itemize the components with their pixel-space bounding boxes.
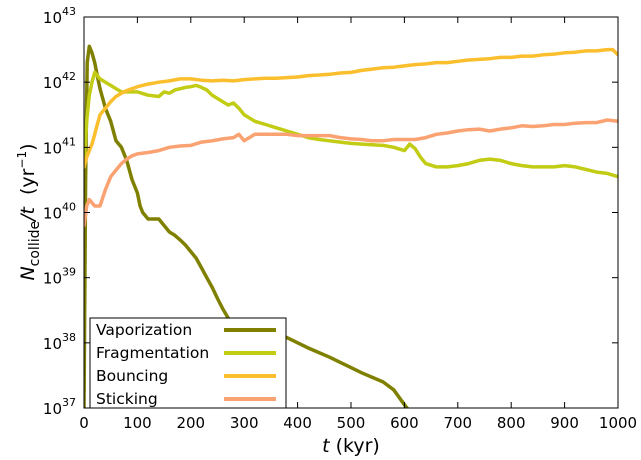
legend-box xyxy=(89,317,287,409)
y-axis-title: Ncollide/t(yr−1) xyxy=(15,143,43,280)
x-tick-label: 500 xyxy=(337,414,366,432)
x-axis-title: t (kyr) xyxy=(322,435,380,457)
legend-entry-vaporization: Vaporization xyxy=(96,321,276,339)
series-line-fragmentation xyxy=(84,70,618,179)
y-tick-label: 1042 xyxy=(43,70,76,92)
x-tick-label: 100 xyxy=(123,414,152,432)
y-tick-label: 1040 xyxy=(43,201,76,223)
x-tick-label: 600 xyxy=(390,414,419,432)
y-tick-label: 1039 xyxy=(43,266,76,288)
legend-label-vaporization: Vaporization xyxy=(96,321,192,339)
y-tick-label: 1041 xyxy=(43,135,76,157)
x-tick-label: 300 xyxy=(230,414,259,432)
ticks-layer: 0 100 200 300 400 500 600 700 800 900 1000 1037 1038… xyxy=(43,5,637,432)
x-tick-label: 900 xyxy=(550,414,579,432)
x-tick-label: 1000 xyxy=(599,414,637,432)
legend-entry-bouncing: Bouncing xyxy=(96,367,276,385)
legend-label-fragmentation: Fragmentation xyxy=(96,344,209,362)
x-tick-label: 400 xyxy=(283,414,312,432)
y-tick-label: 1037 xyxy=(43,396,76,418)
legend-entry-fragmentation: Fragmentation xyxy=(96,344,276,362)
y-tick-label: 1038 xyxy=(43,331,76,353)
series-line-sticking xyxy=(84,118,618,228)
x-tick-label: 0 xyxy=(79,414,89,432)
y-tick-label: 1043 xyxy=(43,5,76,27)
legend: Vaporization Fragmentation Bouncing Stic… xyxy=(89,317,287,409)
x-tick-label: 700 xyxy=(443,414,472,432)
legend-label-bouncing: Bouncing xyxy=(96,367,168,385)
x-tick-label: 200 xyxy=(176,414,205,432)
legend-label-sticking: Sticking xyxy=(96,390,158,408)
series-line-bouncing xyxy=(84,47,618,169)
legend-entry-sticking: Sticking xyxy=(96,390,276,408)
x-tick-label: 800 xyxy=(497,414,526,432)
